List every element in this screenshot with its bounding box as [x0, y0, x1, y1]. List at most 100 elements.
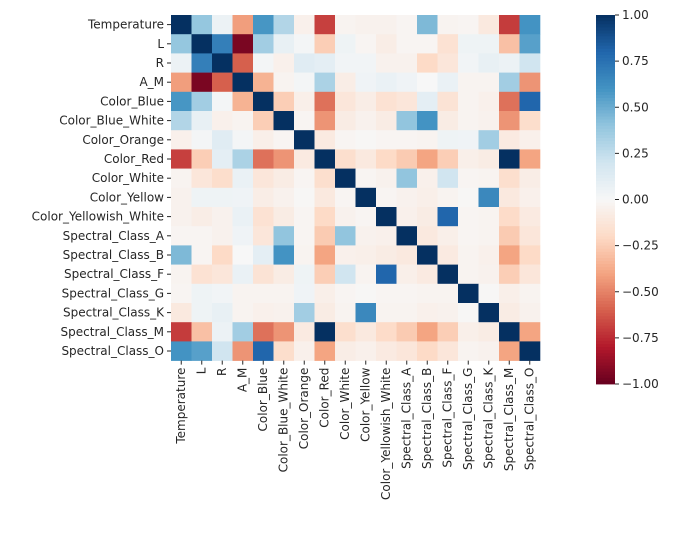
colorbar-segment: [596, 79, 615, 84]
heatmap-cell-spectral-class-a-spectral-class-o: [519, 226, 541, 246]
heatmap-cell-spectral-class-k-temperature: [171, 303, 192, 323]
heatmap-cell-spectral-class-o-spectral-class-a: [396, 341, 418, 361]
heatmap-cell-color-yellowish-white-spectral-class-o: [519, 207, 541, 227]
colorbar-segment: [596, 371, 615, 376]
x-tick-label-spectral-class-o: Spectral_Class_O: [523, 368, 537, 471]
heatmap-cell-spectral-class-o-spectral-class-f: [437, 341, 459, 361]
heatmap-cell-a-m-spectral-class-a: [396, 72, 418, 93]
heatmap-cell-color-yellow-spectral-class-o: [519, 187, 541, 208]
heatmap-cell-spectral-class-a-color-blue: [253, 226, 274, 246]
heatmap-cell-color-yellowish-white-a-m: [232, 207, 254, 227]
y-tick-label-color-blue-white: Color_Blue_White: [59, 114, 164, 128]
colorbar-segment: [596, 82, 615, 87]
heatmap-cell-color-white-temperature: [171, 168, 192, 189]
heatmap-cell-a-m-spectral-class-m: [499, 72, 520, 93]
heatmap-cell-color-blue-color-red: [314, 91, 336, 112]
heatmap-cell-color-white-l: [191, 168, 213, 189]
heatmap-cell-color-yellow-color-yellow: [355, 187, 377, 208]
colorbar-tick-label: −0.75: [622, 331, 659, 345]
heatmap-cell-temperature-l: [191, 15, 213, 35]
heatmap-cell-spectral-class-m-l: [191, 322, 213, 342]
heatmap-cell-spectral-class-m-color-yellow: [355, 322, 377, 342]
colorbar-segment: [596, 365, 615, 370]
colorbar-segment: [596, 337, 615, 342]
heatmap-cell-color-blue-l: [191, 91, 213, 112]
colorbar-segment: [596, 254, 615, 259]
colorbar-segment: [596, 294, 615, 299]
heatmap-cell-color-blue-white-spectral-class-o: [519, 111, 541, 131]
heatmap-cell-temperature-color-orange: [294, 15, 315, 35]
colorbar-segment: [596, 245, 615, 250]
heatmap-cell-r-spectral-class-f: [437, 53, 459, 73]
heatmap-cell-color-red-color-orange: [294, 149, 315, 169]
heatmap-cell-spectral-class-o-spectral-class-m: [499, 341, 520, 361]
colorbar-segment: [596, 300, 615, 305]
heatmap-cell-color-blue-color-orange: [294, 91, 315, 112]
heatmap-cell-color-orange-spectral-class-k: [478, 130, 500, 150]
heatmap-cell-color-blue-spectral-class-g: [458, 91, 479, 112]
heatmap-cell-color-blue-spectral-class-m: [499, 91, 520, 112]
colorbar-segment: [596, 276, 615, 280]
colorbar-segment: [596, 288, 615, 293]
colorbar-segment: [596, 221, 615, 225]
colorbar-segment: [596, 91, 615, 96]
heatmap-cell-color-orange-r: [212, 130, 233, 150]
x-tick-label-spectral-class-k: Spectral_Class_K: [482, 366, 496, 468]
heatmap-cell-color-yellowish-white-spectral-class-f: [437, 207, 459, 227]
heatmap-cell-spectral-class-b-color-white: [335, 245, 356, 265]
heatmap-cell-color-red-spectral-class-m: [499, 149, 520, 169]
y-tick-label-spectral-class-g: Spectral_Class_G: [62, 286, 164, 300]
heatmap-cell-spectral-class-m-spectral-class-f: [437, 322, 459, 342]
heatmap-cell-l-spectral-class-b: [417, 34, 438, 54]
colorbar-segment: [596, 36, 615, 41]
heatmap-cell-color-blue-white-spectral-class-k: [478, 111, 500, 131]
colorbar-segment: [596, 334, 615, 339]
heatmap-cell-spectral-class-m-color-red: [314, 322, 336, 342]
heatmap-cell-a-m-spectral-class-o: [519, 72, 541, 93]
heatmap-cell-color-orange-spectral-class-m: [499, 130, 520, 150]
heatmap-cell-r-color-orange: [294, 53, 315, 73]
colorbar-segment: [596, 119, 615, 124]
heatmap-cell-color-white-color-orange: [294, 168, 315, 189]
heatmap-cell-color-white-spectral-class-b: [417, 168, 438, 189]
colorbar-segment: [596, 177, 615, 182]
heatmap-cell-temperature-spectral-class-f: [437, 15, 459, 35]
heatmap-cell-color-red-color-red: [314, 149, 336, 169]
heatmap-cell-color-white-spectral-class-f: [437, 168, 459, 189]
heatmap-cell-color-orange-color-blue-white: [273, 130, 295, 150]
heatmap-cell-spectral-class-f-color-yellowish-white: [376, 264, 397, 285]
heatmap-cell-spectral-class-g-color-yellowish-white: [376, 283, 397, 304]
heatmap-cell-spectral-class-m-spectral-class-b: [417, 322, 438, 342]
heatmap-cell-l-a-m: [232, 34, 254, 54]
heatmap-cell-color-orange-spectral-class-g: [458, 130, 479, 150]
colorbar-segment: [596, 230, 615, 234]
y-tick-label-color-white: Color_White: [92, 171, 164, 185]
heatmap-cell-spectral-class-g-color-white: [335, 283, 356, 304]
heatmap-cell-color-orange-spectral-class-f: [437, 130, 459, 150]
heatmap-cell-color-white-spectral-class-m: [499, 168, 520, 189]
heatmap-cell-spectral-class-g-color-orange: [294, 283, 315, 304]
heatmap-cell-color-orange-color-orange: [294, 130, 315, 150]
colorbar-segment: [596, 233, 615, 237]
heatmap-cell-color-yellowish-white-spectral-class-b: [417, 207, 438, 227]
heatmap-cell-r-color-red: [314, 53, 336, 73]
heatmap-cell-color-red-color-blue-white: [273, 149, 295, 169]
colorbar-segment: [596, 273, 615, 277]
heatmap-cell-spectral-class-k-a-m: [232, 303, 254, 323]
heatmap-cell-spectral-class-m-a-m: [232, 322, 254, 342]
colorbar-segment: [596, 211, 615, 216]
heatmap-cell-color-blue-white-l: [191, 111, 213, 131]
heatmap-cell-a-m-color-yellowish-white: [376, 72, 397, 93]
heatmap-cell-color-blue-white-color-blue: [253, 111, 274, 131]
colorbar-segment: [596, 128, 615, 133]
heatmap-cell-spectral-class-k-color-blue-white: [273, 303, 295, 323]
colorbar-segment: [596, 42, 615, 47]
heatmap-cell-spectral-class-a-color-blue-white: [273, 226, 295, 246]
colorbar-segment: [596, 131, 615, 136]
y-tick-label-color-red: Color_Red: [104, 152, 164, 166]
heatmap-cell-spectral-class-f-a-m: [232, 264, 254, 285]
colorbar-segment: [596, 24, 615, 28]
colorbar-segment: [596, 94, 615, 99]
colorbar-segment: [596, 187, 615, 191]
